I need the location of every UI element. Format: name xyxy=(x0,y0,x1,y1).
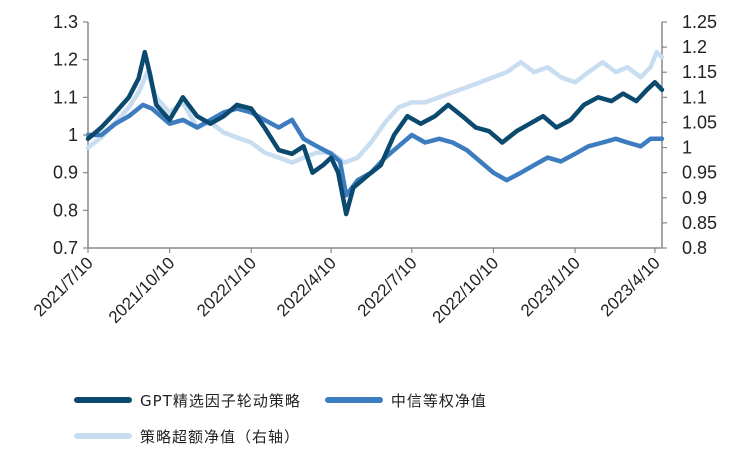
left-tick-label-4: 0.9 xyxy=(53,163,78,183)
right-tick-label-3: 1.1 xyxy=(682,87,707,107)
right-axis-ticks: 1.25 1.2 1.15 1.1 1.05 1 0.95 0.9 0.85 0.8 xyxy=(662,12,717,258)
right-tick-label-9: 0.8 xyxy=(682,238,707,258)
right-tick-label-0: 1.25 xyxy=(682,12,717,32)
x-tick-label-7: 2023/4/10 xyxy=(597,253,664,320)
legend-item-excess-nav: 策略超额净值（右轴） xyxy=(74,426,300,447)
x-tick-label-5: 2022/10/10 xyxy=(429,253,503,327)
series-layer xyxy=(85,49,665,217)
left-axis-ticks: 1.3 1.2 1.1 1 0.9 0.8 0.7 xyxy=(53,12,88,258)
legend-row-1: GPT精选因子轮动策略 中信等权净值 xyxy=(74,382,634,418)
left-tick-label-3: 1 xyxy=(68,125,78,145)
left-tick-label-0: 1.3 xyxy=(53,12,78,32)
legend-label-citic-equal-weight: 中信等权净值 xyxy=(390,391,487,410)
right-tick-label-8: 0.85 xyxy=(682,213,717,233)
right-tick-label-5: 1 xyxy=(682,138,692,158)
right-tick-label-6: 0.95 xyxy=(682,163,717,183)
series-line-0 xyxy=(85,49,665,217)
legend-swatch-citic-equal-weight xyxy=(324,397,383,403)
left-tick-label-6: 0.7 xyxy=(53,238,78,258)
right-tick-label-2: 1.15 xyxy=(682,62,717,82)
legend-item-gpt-strategy: GPT精选因子轮动策略 xyxy=(74,390,301,411)
x-tick-label-6: 2023/1/10 xyxy=(517,253,584,320)
legend-item-citic-equal-weight: 中信等权净值 xyxy=(324,390,487,411)
right-tick-label-7: 0.9 xyxy=(682,188,707,208)
legend: GPT精选因子轮动策略 中信等权净值 策略超额净值（右轴） xyxy=(74,382,634,454)
x-tick-label-3: 2022/4/10 xyxy=(273,253,340,320)
right-tick-label-4: 1.05 xyxy=(682,112,717,132)
line-chart: 1.3 1.2 1.1 1 0.9 0.8 0.7 1.25 1.2 1.15 1.1 1.05 1 0… xyxy=(30,12,717,327)
left-tick-label-5: 0.8 xyxy=(53,200,78,220)
x-axis-ticks: 2021/7/10 2021/10/10 2022/1/10 2022/4/10 202… xyxy=(30,248,664,327)
x-tick-label-0: 2021/7/10 xyxy=(30,253,97,320)
series-line-1 xyxy=(85,102,665,198)
legend-row-2: 策略超额净值（右轴） xyxy=(74,418,634,454)
x-tick-label-1: 2021/10/10 xyxy=(105,253,179,327)
legend-swatch-gpt-strategy xyxy=(74,397,132,403)
legend-swatch-excess-nav xyxy=(74,433,132,439)
legend-label-gpt-strategy: GPT精选因子轮动策略 xyxy=(140,391,301,410)
x-tick-label-4: 2022/7/10 xyxy=(354,253,421,320)
legend-label-excess-nav: 策略超额净值（右轴） xyxy=(140,427,301,446)
series-line-2 xyxy=(85,49,665,165)
left-tick-label-2: 1.1 xyxy=(53,87,78,107)
x-tick-label-2: 2022/1/10 xyxy=(193,253,260,320)
left-tick-label-1: 1.2 xyxy=(53,50,78,70)
right-tick-label-1: 1.2 xyxy=(682,37,707,57)
